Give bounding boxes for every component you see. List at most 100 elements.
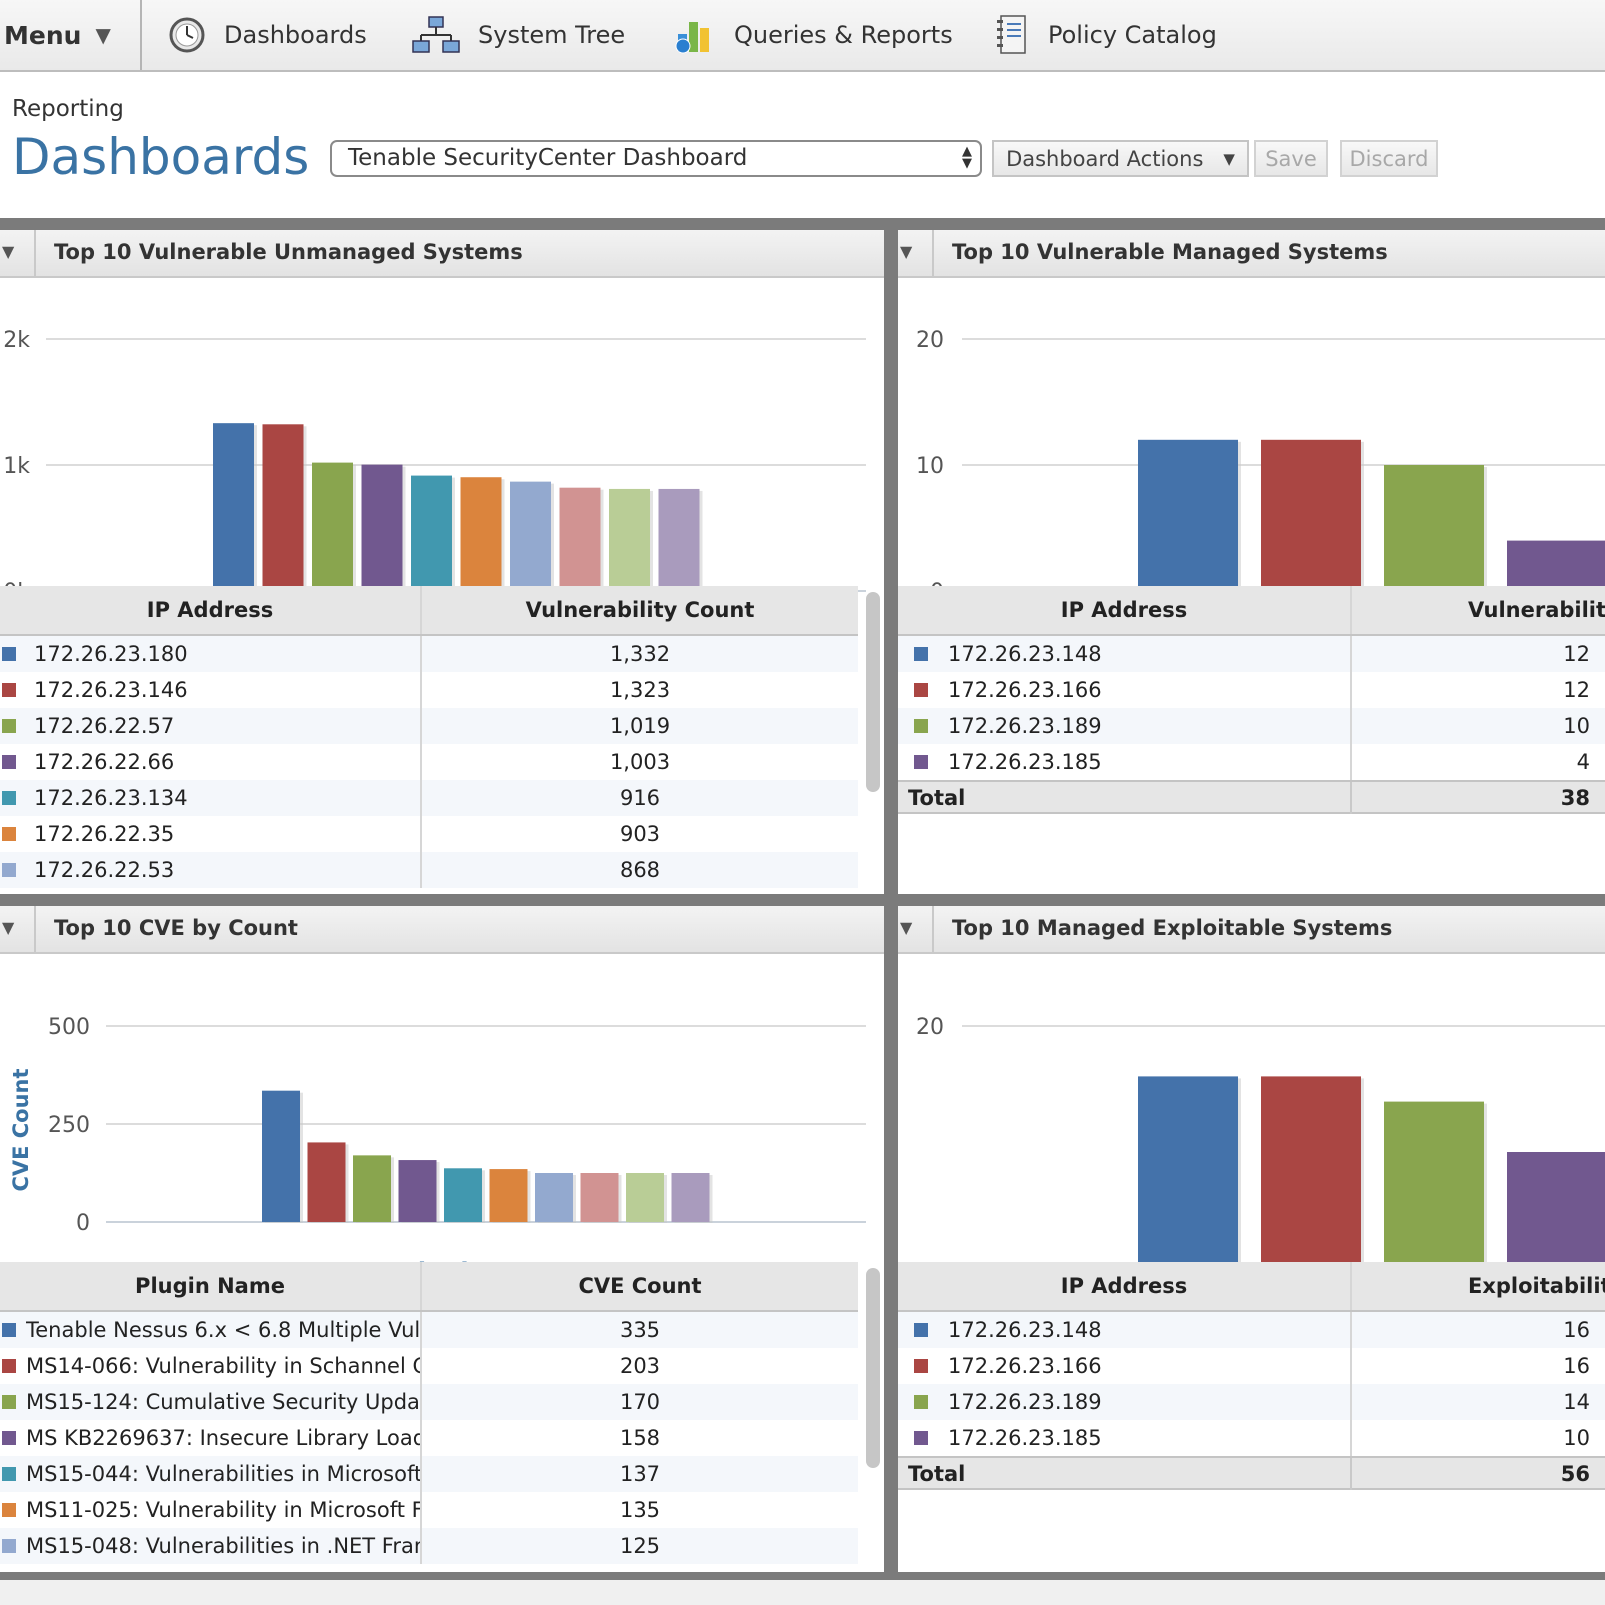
bar[interactable] [626,1173,664,1222]
table-cell: Tenable Nessus 6.x < 6.8 Multiple Vuln [26,1318,420,1342]
table-row[interactable]: 172.26.22.53 868 [0,852,858,888]
dashboard-select[interactable]: Tenable SecurityCenter Dashboard ▲ ▼ [330,140,982,177]
bar[interactable] [444,1168,482,1222]
y-tick-label: 20 [916,328,944,353]
bar[interactable] [510,481,551,591]
collapse-toggle-icon[interactable]: ▼ [898,906,934,952]
bar[interactable] [1384,465,1484,591]
table-cell: 916 [619,786,661,810]
column-header[interactable]: CVE Count [578,1274,702,1298]
table-row[interactable]: MS11-025: Vulnerability in Microsoft Fo 1… [0,1492,858,1528]
table-row[interactable]: 172.26.23.185 4 [898,744,1605,780]
table-cell: 203 [619,1354,661,1378]
bar[interactable] [1138,439,1238,591]
table-row[interactable]: 172.26.22.57 1,019 [0,708,858,744]
table-row[interactable]: 172.26.23.148 12 [898,636,1605,672]
legend-swatch [2,1359,16,1373]
column-divider [1350,1262,1352,1310]
bar[interactable] [535,1173,573,1222]
bar[interactable] [411,475,452,591]
bar[interactable] [658,488,700,591]
bar[interactable] [361,464,403,591]
table-row[interactable]: MS15-044: Vulnerabilities in Microsoft I… [0,1456,858,1492]
column-header[interactable]: Vulnerability Count [525,598,755,622]
bar[interactable] [353,1155,391,1222]
table-row[interactable]: 172.26.23.189 10 [898,708,1605,744]
bar[interactable] [262,424,304,591]
page-title: Dashboards [12,128,310,186]
dashboard-actions-button[interactable]: Dashboard Actions ▼ [992,140,1249,177]
table-row[interactable]: 172.26.23.166 16 [898,1348,1605,1384]
table-row[interactable]: MS KB2269637: Insecure Library Loadi 158 [0,1420,858,1456]
scrollbar[interactable] [866,1268,880,1468]
legend-swatch [914,1395,928,1409]
table-row[interactable]: 172.26.23.180 1,332 [0,636,858,672]
notebook-icon [997,15,1026,54]
legend-swatch [914,1323,928,1337]
column-divider [1350,782,1352,814]
bar-chart: 0k1k2k [0,278,884,818]
table-cell: MS15-124: Cumulative Security Update [26,1390,420,1414]
table-row[interactable]: 172.26.23.146 1,323 [0,672,858,708]
table-cell: 16 [1563,1318,1590,1342]
save-button[interactable]: Save [1254,140,1328,177]
nav-item-policy-catalog[interactable]: Policy Catalog [994,0,1217,70]
column-header[interactable]: IP Address [146,598,274,622]
table-row[interactable]: MS15-048: Vulnerabilities in .NET Fram 12… [0,1528,858,1564]
nav-item-dashboards[interactable]: Dashboards [168,0,367,70]
select-arrows-icon: ▲ ▼ [962,144,972,171]
table-row[interactable]: 172.26.23.189 14 [898,1384,1605,1420]
bar[interactable] [1261,1076,1361,1278]
collapse-toggle-icon[interactable]: ▼ [0,906,36,952]
table-row[interactable]: MS14-066: Vulnerability in Schannel Co 20… [0,1348,858,1384]
bar[interactable] [262,1090,300,1222]
table-row[interactable]: 172.26.23.148 16 [898,1312,1605,1348]
bar[interactable] [307,1142,346,1222]
total-label: Total [908,1462,966,1486]
table-row[interactable]: 172.26.22.66 1,003 [0,744,858,780]
table-row[interactable]: 172.26.23.185 10 [898,1420,1605,1456]
bar[interactable] [312,462,353,591]
bar[interactable] [1384,1101,1484,1278]
collapse-toggle-icon[interactable]: ▼ [0,230,36,276]
nav-item-system-tree[interactable]: System Tree [412,0,625,70]
table-cell: MS15-048: Vulnerabilities in .NET Fram [26,1534,420,1558]
table-cell: 14 [1563,1390,1590,1414]
nav-item-queries-reports[interactable]: Queries & Reports [674,0,953,70]
table-row[interactable]: 172.26.23.166 12 [898,672,1605,708]
bar[interactable] [1261,439,1361,591]
bar[interactable] [1138,1076,1238,1278]
breadcrumb[interactable]: Reporting [12,96,124,122]
collapse-toggle-icon[interactable]: ▼ [898,230,934,276]
bar[interactable] [1507,1152,1605,1278]
table-cell: 137 [619,1462,661,1486]
table-cell: 10 [1563,1426,1590,1450]
scrollbar[interactable] [866,592,880,792]
discard-button[interactable]: Discard [1340,140,1438,177]
bar[interactable] [460,477,502,591]
table-row[interactable]: Tenable Nessus 6.x < 6.8 Multiple Vuln 33… [0,1312,858,1348]
table-cell: 172.26.23.148 [948,642,1102,666]
column-header[interactable]: IP Address [1060,1274,1188,1298]
bar[interactable] [671,1173,710,1222]
table-row[interactable]: 172.26.23.134 916 [0,780,858,816]
table-cell: 868 [619,858,661,882]
bar[interactable] [213,423,254,591]
bar[interactable] [398,1160,437,1222]
bar[interactable] [580,1173,619,1222]
bar[interactable] [559,487,601,591]
table-row[interactable]: 172.26.22.35 903 [0,816,858,852]
dashboard-actions-label: Dashboard Actions [1006,146,1204,171]
table-cell: 16 [1563,1354,1590,1378]
bar[interactable] [489,1169,528,1222]
column-header[interactable]: Vulnerability [1468,598,1605,622]
menu-button[interactable]: Menu ▼ [0,0,142,70]
column-header[interactable]: Exploitability [1468,1274,1605,1298]
column-header[interactable]: Plugin Name [135,1274,285,1298]
menu-label: Menu [4,20,82,50]
bar[interactable] [609,488,650,591]
bar[interactable] [1507,540,1605,591]
y-axis-label: CVE Count [9,1068,33,1191]
column-header[interactable]: IP Address [1060,598,1188,622]
table-row[interactable]: MS15-124: Cumulative Security Update 170 [0,1384,858,1420]
